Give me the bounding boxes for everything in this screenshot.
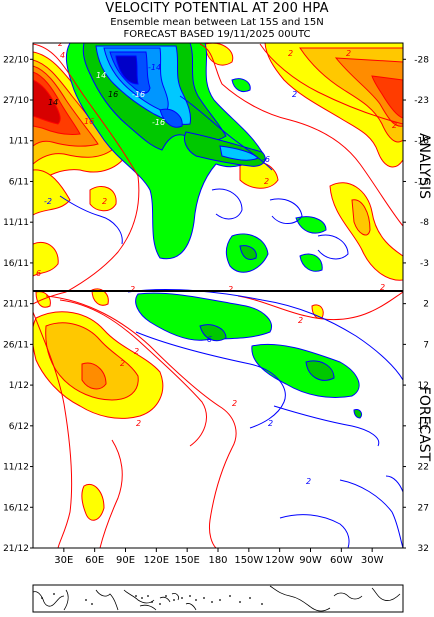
svg-text:16: 16: [84, 117, 94, 126]
chart-title: VELOCITY POTENTIAL AT 200 HPA: [105, 1, 329, 16]
svg-text:4: 4: [60, 51, 65, 60]
y-tick-label-right: -13: [414, 177, 429, 187]
y-tick-label-left: 16/11: [3, 259, 29, 269]
x-tick-label: 90W: [299, 555, 322, 566]
analysis-label: ANALYSIS: [416, 133, 432, 199]
svg-text:-16: -16: [132, 90, 145, 99]
x-axis: 30E 60E 90E 120E 150E 180 150W 120W 90W 60W 30W: [54, 548, 384, 566]
svg-text:2: 2: [228, 285, 233, 294]
svg-text:2: 2: [232, 399, 237, 408]
positive-anomaly-atlantic-analysis: [204, 43, 403, 281]
y-axis-left: 22/10 27/10 1/11 6/11 11/11 16/11 21/11 26/11 1/…: [3, 55, 33, 554]
svg-text:2: 2: [306, 477, 311, 486]
y-tick-label-right: 12: [418, 381, 429, 391]
red-contour-lines: [33, 43, 403, 548]
y-tick-label-left: 22/10: [3, 55, 29, 65]
y-tick-label-right: -23: [414, 96, 429, 106]
y-tick-label-left: 21/12: [3, 544, 29, 554]
svg-text:2: 2: [130, 285, 135, 294]
svg-text:2: 2: [134, 347, 139, 356]
positive-anomaly-forecast: [33, 288, 324, 521]
islands: [41, 593, 263, 605]
x-tick-label: 180: [208, 555, 227, 566]
chart-subtitle: Ensemble mean between Lat 15S and 15N: [110, 17, 324, 28]
y-tick-label-right: 17: [418, 422, 429, 432]
svg-text:2: 2: [58, 39, 63, 48]
svg-text:2: 2: [392, 121, 397, 130]
svg-text:14: 14: [96, 71, 106, 80]
x-tick-label: 120W: [265, 555, 294, 566]
x-tick-label: 120E: [144, 555, 169, 566]
svg-text:2: 2: [298, 316, 303, 325]
y-tick-label-left: 1/11: [9, 137, 29, 147]
svg-text:-2: -2: [44, 197, 52, 206]
x-tick-label: 30W: [361, 555, 384, 566]
y-tick-label-left: 21/11: [3, 300, 29, 310]
x-tick-label: 150E: [174, 555, 199, 566]
y-tick-label-right: 22: [418, 463, 429, 473]
svg-text:6: 6: [36, 269, 41, 278]
y-tick-label-left: 11/12: [3, 463, 29, 473]
svg-text:14: 14: [48, 98, 58, 107]
svg-text:2: 2: [292, 90, 297, 99]
map-strip-frame: [32, 584, 404, 613]
x-tick-label: 150W: [234, 555, 263, 566]
y-tick-label-right: -28: [414, 55, 429, 65]
svg-text:-16: -16: [152, 118, 165, 127]
contour-field: 2 14 16 14 16 4 2 -2 6 -16 -16 -14 -6 2 …: [33, 39, 403, 548]
y-tick-label-left: 11/11: [3, 218, 29, 228]
x-tick-label: 90E: [116, 555, 135, 566]
y-tick-label-right: 2: [423, 300, 429, 310]
y-tick-label-left: 16/12: [3, 503, 29, 513]
negative-anomaly-analysis: [65, 43, 327, 273]
svg-text:2: 2: [102, 197, 107, 206]
y-tick-label-left: 26/11: [3, 340, 29, 350]
svg-text:-6: -6: [204, 335, 212, 344]
y-tick-label-left: 1/12: [9, 381, 29, 391]
svg-text:2: 2: [288, 49, 293, 58]
contour-labels: 2 14 16 14 16 4 2 -2 6 -16 -16 -14 -6 2 …: [36, 39, 397, 486]
svg-text:2: 2: [120, 359, 125, 368]
svg-text:16: 16: [108, 90, 118, 99]
y-tick-label-right: 27: [418, 503, 429, 513]
coastlines: [32, 585, 401, 612]
svg-text:2: 2: [264, 177, 269, 186]
y-tick-label-right: -8: [420, 218, 429, 228]
y-tick-label-right: -18: [414, 137, 429, 147]
svg-text:2: 2: [380, 283, 385, 292]
svg-text:-6: -6: [262, 155, 270, 164]
y-tick-label-left: 6/12: [9, 422, 29, 432]
y-tick-label-right: -3: [420, 259, 429, 269]
svg-text:2: 2: [268, 419, 273, 428]
forecast-base-line: FORECAST BASED 19/11/2025 00UTC: [123, 29, 311, 40]
x-tick-label: 60W: [330, 555, 353, 566]
x-tick-label: 30E: [54, 555, 73, 566]
svg-text:2: 2: [136, 419, 141, 428]
x-tick-label: 60E: [85, 555, 104, 566]
forecast-label: FORECAST: [416, 387, 432, 462]
negative-anomaly-forecast: [135, 292, 363, 419]
y-tick-label-right: 7: [423, 340, 429, 350]
positive-anomaly-africa-analysis: [33, 51, 129, 277]
y-tick-label-right: 32: [418, 544, 429, 554]
y-tick-label-left: 6/11: [9, 177, 29, 187]
y-tick-label-left: 27/10: [3, 96, 29, 106]
svg-text:-14: -14: [148, 63, 161, 72]
svg-text:2: 2: [346, 49, 351, 58]
map-strip: [32, 584, 404, 613]
